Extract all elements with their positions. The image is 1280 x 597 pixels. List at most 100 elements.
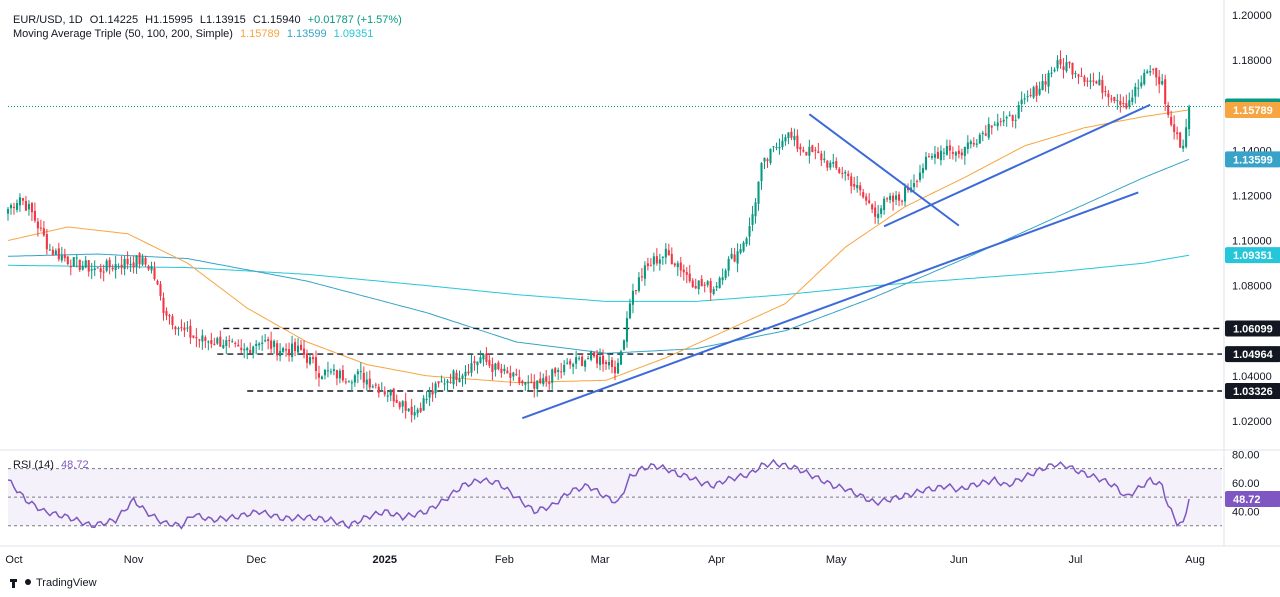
candle-body bbox=[261, 342, 264, 344]
low-value: L1.13915 bbox=[199, 14, 246, 26]
candle-body bbox=[581, 356, 584, 367]
candle-body bbox=[691, 280, 694, 287]
candle-body bbox=[1116, 100, 1119, 102]
candle-body bbox=[222, 345, 225, 349]
candle-body bbox=[225, 340, 228, 346]
candle-body bbox=[279, 350, 282, 357]
candle-body bbox=[503, 368, 506, 372]
candle-body bbox=[90, 269, 93, 271]
candle-body bbox=[569, 360, 572, 365]
candle-body bbox=[482, 354, 485, 360]
candle-body bbox=[1053, 69, 1056, 72]
candle-body bbox=[1161, 81, 1164, 85]
candle-body bbox=[380, 390, 383, 392]
candle-body bbox=[643, 265, 646, 279]
candle-body bbox=[69, 266, 72, 268]
candle-body bbox=[987, 123, 990, 138]
candle-body bbox=[889, 195, 892, 200]
ma200-value: 1.09351 bbox=[333, 28, 374, 40]
candle-body bbox=[622, 340, 626, 350]
candle-body bbox=[664, 248, 667, 258]
candle-body bbox=[374, 384, 377, 386]
candle-body bbox=[431, 390, 434, 395]
candle-body bbox=[45, 234, 48, 250]
candle-body bbox=[1167, 104, 1170, 115]
rsi-value-badge bbox=[1225, 490, 1280, 507]
candle-body bbox=[871, 204, 874, 210]
candle-body bbox=[596, 354, 599, 364]
candle-body bbox=[718, 278, 721, 289]
candle-body bbox=[1035, 85, 1038, 96]
change-value: +0.01787 (+1.57%) bbox=[307, 14, 402, 26]
candle-body bbox=[1176, 132, 1179, 135]
time-tick-label: Dec bbox=[246, 554, 266, 566]
candle-body bbox=[204, 337, 207, 341]
candle-body bbox=[1011, 115, 1014, 121]
candle-body bbox=[763, 157, 766, 162]
candle-body bbox=[282, 348, 285, 352]
candle-body bbox=[918, 172, 922, 180]
candle-body bbox=[201, 335, 204, 342]
time-tick-label: 2025 bbox=[373, 554, 397, 566]
candle-body bbox=[634, 290, 637, 292]
candle-body bbox=[901, 200, 904, 202]
candle-body bbox=[174, 326, 177, 330]
tradingview-brand[interactable]: TradingView bbox=[10, 577, 97, 589]
candle-body bbox=[862, 192, 865, 198]
candle-body bbox=[808, 146, 811, 156]
candle-body bbox=[308, 357, 312, 364]
tradingview-dot-icon bbox=[25, 579, 31, 585]
candle-body bbox=[135, 255, 138, 267]
candle-body bbox=[745, 238, 748, 245]
candle-body bbox=[984, 133, 987, 136]
candle-body bbox=[939, 150, 942, 161]
candle-body bbox=[192, 335, 195, 338]
candle-body bbox=[1146, 71, 1149, 74]
candle-body bbox=[231, 341, 234, 343]
candle-body bbox=[542, 378, 545, 385]
candle-body bbox=[587, 358, 590, 360]
open-value: O1.14225 bbox=[89, 14, 139, 26]
candle-body bbox=[730, 253, 733, 259]
candle-body bbox=[521, 380, 524, 384]
candle-body bbox=[760, 163, 763, 182]
candle-body bbox=[213, 343, 216, 345]
candle-body bbox=[464, 371, 467, 377]
candle-body bbox=[924, 156, 928, 170]
candle-body bbox=[927, 156, 931, 158]
time-tick-label: Mar bbox=[591, 554, 610, 566]
candle-body bbox=[769, 148, 772, 163]
candle-body bbox=[171, 316, 174, 325]
candle-body bbox=[1056, 60, 1059, 69]
candle-body bbox=[930, 156, 934, 158]
candle-body bbox=[604, 362, 608, 365]
candle-body bbox=[1113, 96, 1116, 101]
candle-body bbox=[6, 209, 10, 214]
candle-body bbox=[566, 362, 569, 364]
candle-body bbox=[584, 360, 587, 367]
candle-body bbox=[575, 357, 578, 364]
candle-body bbox=[93, 268, 96, 271]
candle-body bbox=[1149, 71, 1152, 73]
candle-body bbox=[1155, 67, 1158, 78]
candle-body bbox=[793, 136, 796, 140]
candle-body bbox=[377, 386, 380, 393]
candle-body bbox=[368, 378, 371, 388]
price-tick-label: 1.10000 bbox=[1232, 236, 1272, 248]
candle-body bbox=[700, 278, 703, 287]
candle-body bbox=[856, 184, 859, 189]
candle-body bbox=[75, 257, 78, 259]
candle-body bbox=[413, 412, 416, 416]
brand-name: TradingView bbox=[36, 577, 97, 589]
candle-body bbox=[296, 345, 300, 353]
candle-body bbox=[721, 277, 724, 281]
candle-body bbox=[548, 382, 551, 384]
candle-body bbox=[817, 151, 820, 154]
ma100-value: 1.13599 bbox=[286, 28, 327, 40]
candle-body bbox=[302, 348, 306, 355]
rsi-label: RSI (14) bbox=[13, 459, 54, 471]
candle-body bbox=[1128, 100, 1131, 107]
candle-body bbox=[655, 256, 658, 264]
candle-body bbox=[616, 362, 620, 374]
